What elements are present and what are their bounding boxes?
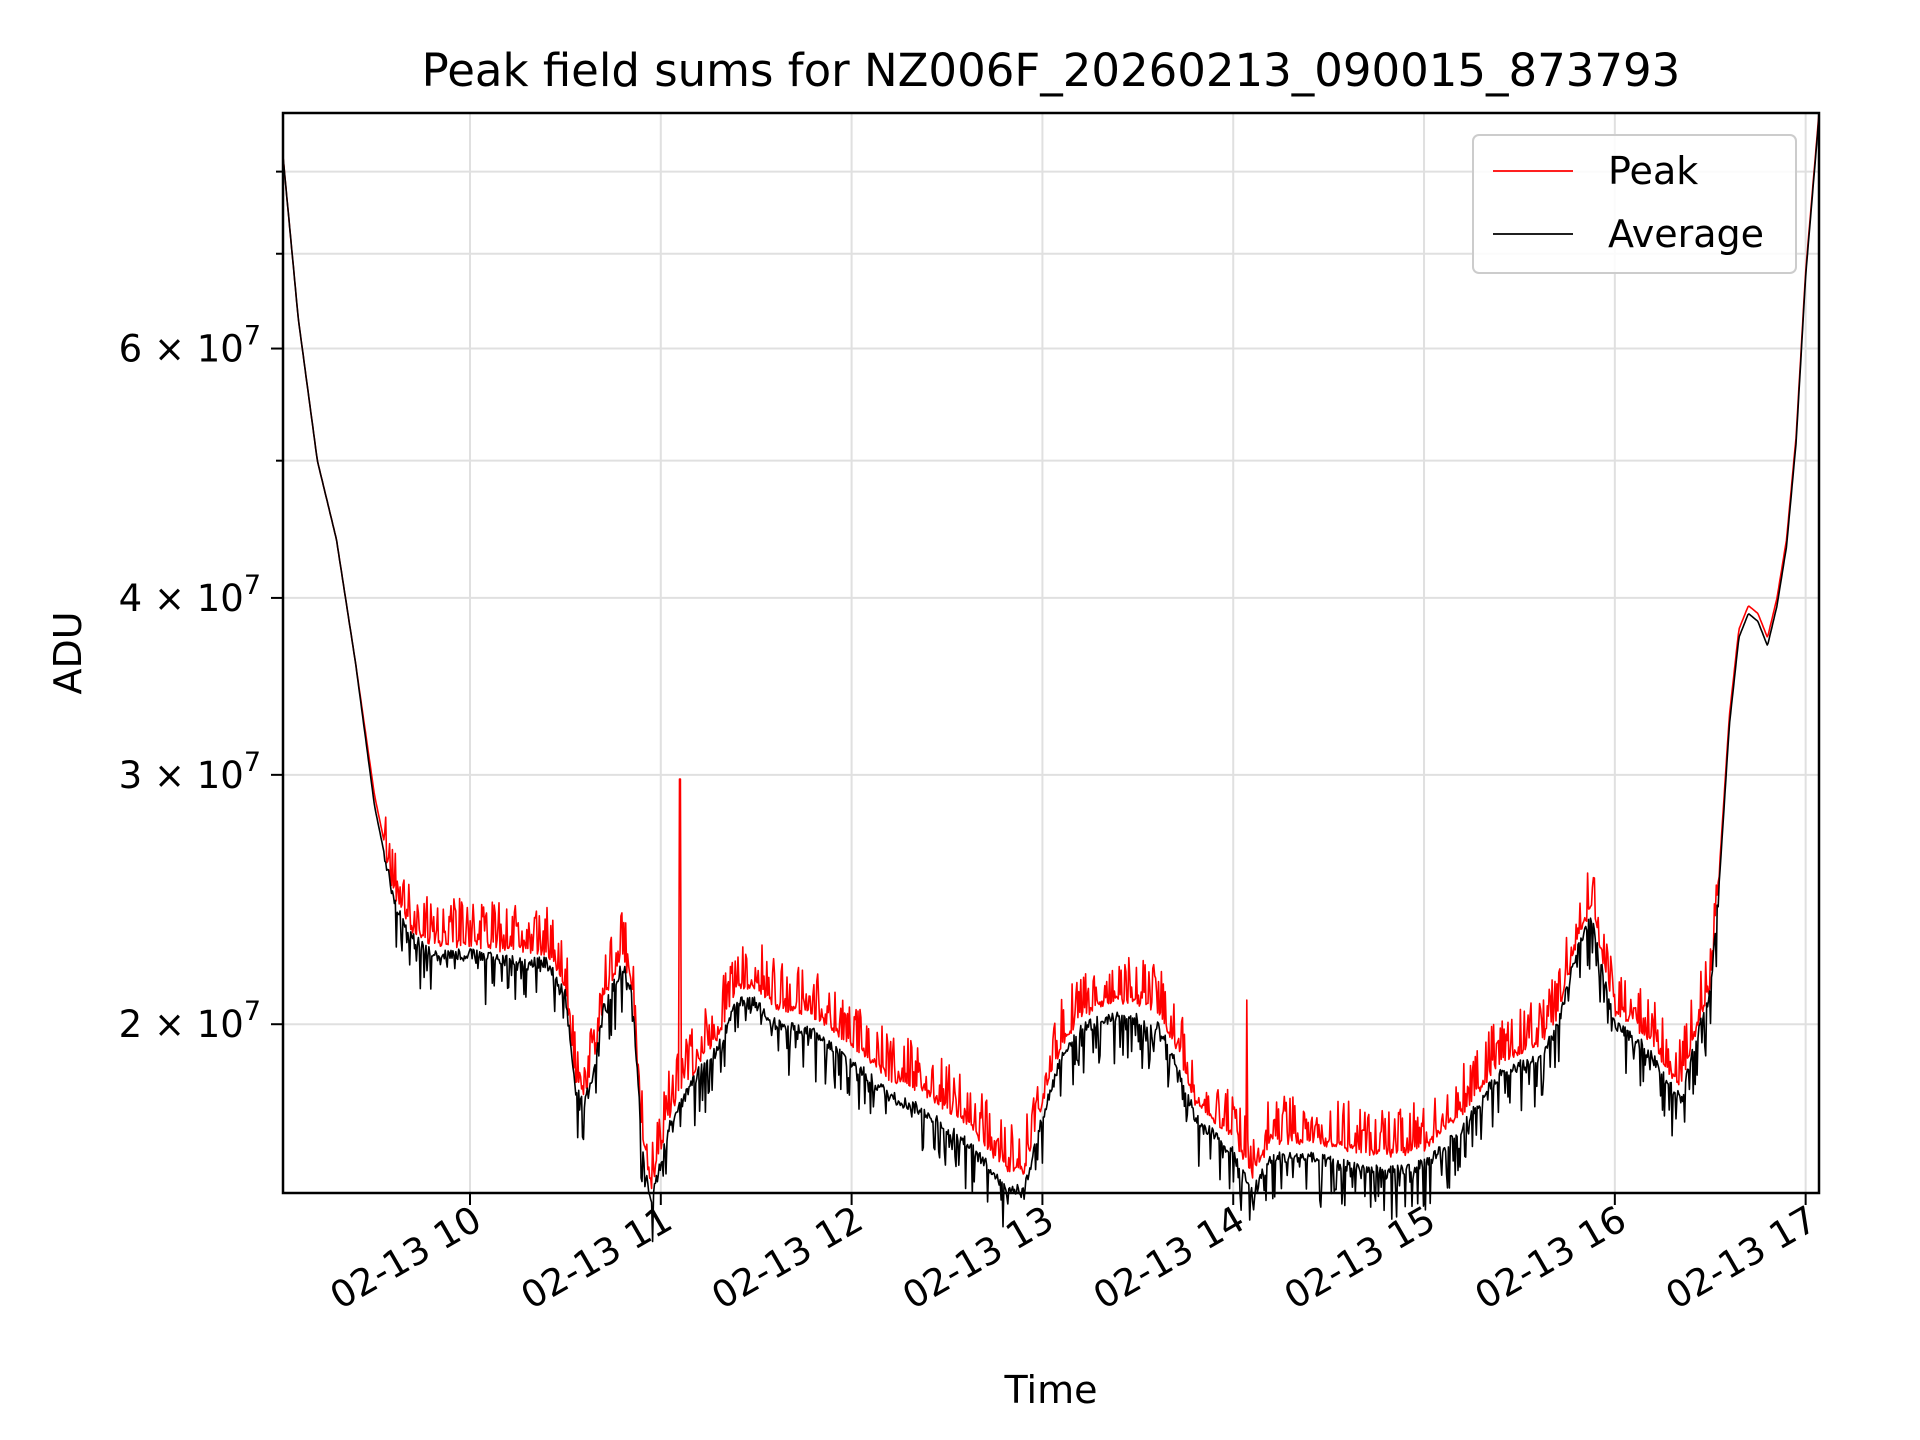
y-tick-label: 6 × 107 xyxy=(119,321,261,371)
chart-title: Peak field sums for NZ006F_20260213_0900… xyxy=(422,44,1681,97)
x-tick-label: 02-13 11 xyxy=(514,1198,680,1318)
series-layer xyxy=(282,112,1820,1243)
plot-frame xyxy=(281,111,1821,1195)
x-tick-label: 02-13 17 xyxy=(1659,1198,1825,1318)
y-axis-label: ADU xyxy=(46,611,90,694)
y-tick-mantissa: 4 xyxy=(119,577,143,620)
x-tick-label: 02-13 15 xyxy=(1277,1198,1443,1318)
y-tick-label: 3 × 107 xyxy=(119,747,261,797)
legend-box xyxy=(1472,134,1797,274)
series-line-average xyxy=(282,116,1820,1243)
y-tick-label: 2 × 107 xyxy=(119,996,261,1046)
y-tick-exponent: 7 xyxy=(244,996,261,1027)
x-tick-label: 02-13 13 xyxy=(895,1198,1061,1318)
y-tick-mantissa: 6 xyxy=(119,328,143,371)
y-tick-exponent: 7 xyxy=(244,747,261,778)
y-tick-label: 4 × 107 xyxy=(119,570,261,620)
series-line-peak xyxy=(282,112,1820,1190)
legend: Peak Average xyxy=(1472,134,1797,274)
y-tick-exponent: 7 xyxy=(244,570,261,601)
x-tick-label: 02-13 16 xyxy=(1468,1198,1634,1318)
legend-average-label: Average xyxy=(1608,212,1764,256)
x-axis-label: Time xyxy=(1004,1368,1098,1412)
x-tick-label: 02-13 14 xyxy=(1086,1198,1252,1318)
y-tick-mantissa: 2 xyxy=(119,1003,143,1046)
y-tick-mantissa: 3 xyxy=(119,754,143,797)
x-tick-label: 02-13 10 xyxy=(323,1198,489,1318)
x-tick-label: 02-13 12 xyxy=(705,1198,871,1318)
legend-peak-label: Peak xyxy=(1608,149,1698,193)
grid xyxy=(283,113,1819,1193)
y-tick-exponent: 7 xyxy=(244,321,261,352)
